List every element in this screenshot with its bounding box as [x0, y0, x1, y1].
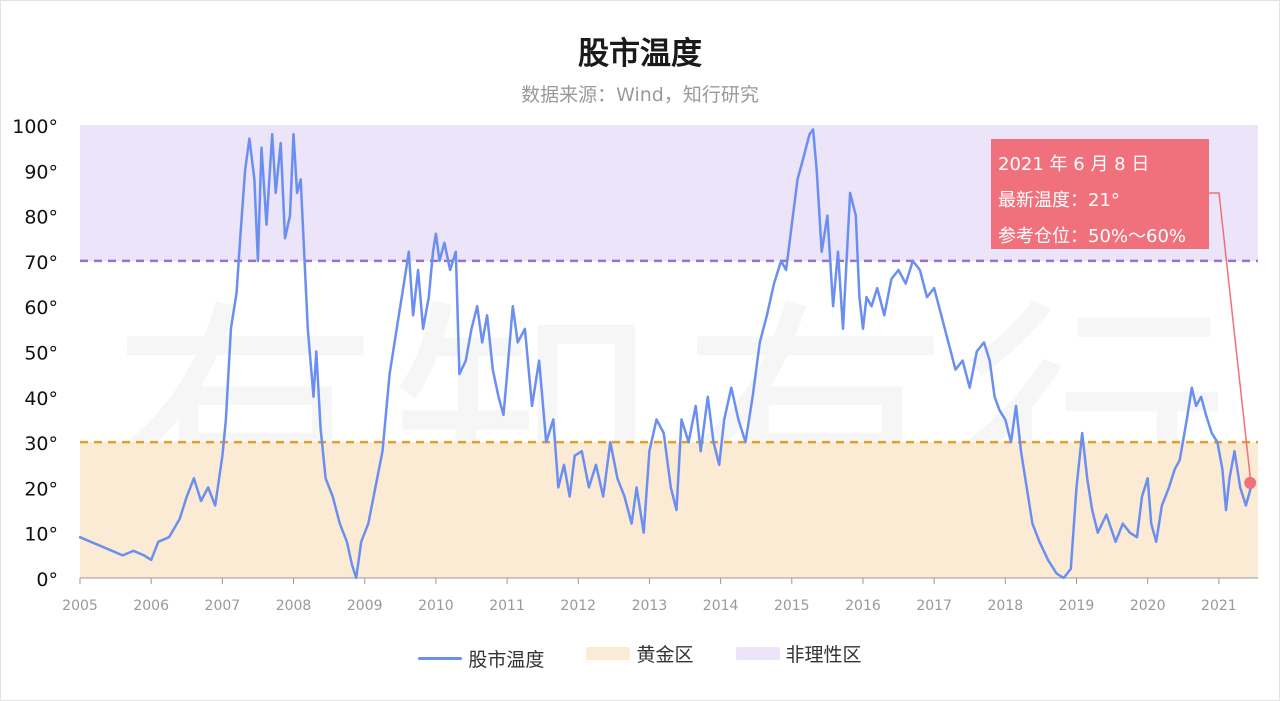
y-tick-label: 10° [24, 524, 58, 546]
x-tick-label: 2013 [632, 598, 668, 614]
x-tick-label: 2016 [845, 598, 881, 614]
latest-value-tooltip: 2021 年 6 月 8 日 最新温度：21° 参考仓位：50%～60% [991, 139, 1209, 249]
legend-item-irrational-zone[interactable]: 非理性区 [735, 640, 862, 667]
legend-swatch-line [418, 657, 463, 660]
legend-swatch-golden [586, 647, 631, 660]
y-tick-label: 70° [24, 252, 58, 274]
x-tick-label: 2014 [703, 598, 739, 614]
y-tick-label: 80° [24, 207, 58, 229]
y-tick-label: 100° [12, 116, 58, 138]
x-tick-label: 2017 [916, 598, 952, 614]
y-tick-label: 90° [24, 161, 58, 183]
x-tick-label: 2011 [489, 598, 525, 614]
band-golden-zone [80, 442, 1258, 578]
x-tick-label: 2020 [1130, 598, 1166, 614]
legend-label-temperature: 股市温度 [468, 649, 545, 671]
tooltip-date: 2021 年 6 月 8 日 [998, 154, 1150, 175]
chart-subtitle: 数据来源：Wind，知行研究 [521, 84, 759, 106]
y-tick-label: 50° [24, 343, 58, 365]
x-tick-label: 2018 [987, 598, 1023, 614]
legend-label-irrational-zone: 非理性区 [785, 644, 862, 666]
x-tick-label: 2021 [1201, 598, 1237, 614]
series-line-temperature [78, 128, 1256, 580]
x-tick-label: 2010 [418, 598, 454, 614]
x-tick-label: 2006 [133, 598, 169, 614]
tooltip-temperature: 最新温度：21° [998, 190, 1120, 211]
legend: 股市温度 黄金区 非理性区 [0, 640, 1280, 672]
x-tick-label: 2015 [774, 598, 810, 614]
x-tick-label: 2008 [276, 598, 312, 614]
legend-item-golden-zone[interactable]: 黄金区 [586, 640, 694, 667]
y-tick-label: 0° [36, 569, 58, 591]
x-tick-label: 2005 [62, 598, 98, 614]
chart-title: 股市温度 [578, 36, 702, 72]
x-tick-label: 2007 [205, 598, 241, 614]
legend-label-golden-zone: 黄金区 [636, 644, 694, 666]
latest-point-marker [1244, 476, 1257, 489]
legend-swatch-irrational [735, 647, 780, 660]
y-tick-label: 40° [24, 388, 58, 410]
tooltip-position: 参考仓位：50%～60% [998, 226, 1187, 247]
y-tick-label: 60° [24, 297, 58, 319]
x-tick-label: 2019 [1059, 598, 1095, 614]
y-tick-label: 30° [24, 433, 58, 455]
legend-item-temperature[interactable]: 股市温度 [418, 645, 544, 672]
y-tick-label: 20° [24, 478, 58, 500]
annotation-connector [1209, 192, 1251, 477]
x-tick-label: 2012 [560, 598, 596, 614]
x-tick-label: 2009 [347, 598, 383, 614]
